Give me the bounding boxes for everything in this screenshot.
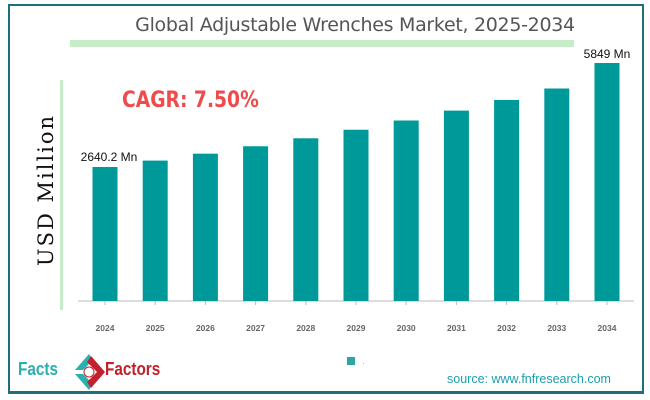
bar-2027 <box>243 146 269 301</box>
x-tick-label: 2024 <box>96 323 115 333</box>
x-tick-label: 2033 <box>547 323 566 333</box>
bar-2024 <box>92 167 118 301</box>
source-text: source: www.fnfresearch.com <box>447 372 611 386</box>
chart-frame <box>8 4 644 394</box>
bar-2033 <box>544 88 570 301</box>
chart-title: Global Adjustable Wrenches Market, 2025-… <box>135 14 575 36</box>
x-tick-label: 2032 <box>497 323 516 333</box>
x-tick-label: 2025 <box>146 323 165 333</box>
x-tick-label: 2026 <box>196 323 215 333</box>
x-tick-label: 2028 <box>296 323 315 333</box>
x-tick-label: 2034 <box>598 323 617 333</box>
bar-2029 <box>343 129 369 301</box>
bar-2030 <box>393 120 419 301</box>
title-underline <box>70 40 574 47</box>
x-tick-label: 2030 <box>397 323 416 333</box>
legend-label <box>363 363 364 364</box>
bar-2034 <box>594 63 620 301</box>
x-tick-label: 2027 <box>246 323 265 333</box>
logo-diamond-icon <box>75 354 105 390</box>
data-label-first: 2640.2 Mn <box>81 150 138 164</box>
bar-2028 <box>293 138 319 301</box>
cagr-annotation: CAGR: 7.50% <box>122 88 259 113</box>
bar-2026 <box>192 153 218 301</box>
data-label-last: 5849 Mn <box>584 47 631 61</box>
y-axis-line <box>60 80 63 310</box>
bar-2032 <box>494 99 520 301</box>
logo-text-left: Facts <box>18 359 58 379</box>
x-tick-label: 2029 <box>347 323 366 333</box>
bar-2025 <box>142 160 168 301</box>
bar-2031 <box>443 110 469 301</box>
legend-swatch <box>347 357 355 365</box>
x-tick-label: 2031 <box>447 323 466 333</box>
logo-text-right: Factors <box>105 359 161 379</box>
